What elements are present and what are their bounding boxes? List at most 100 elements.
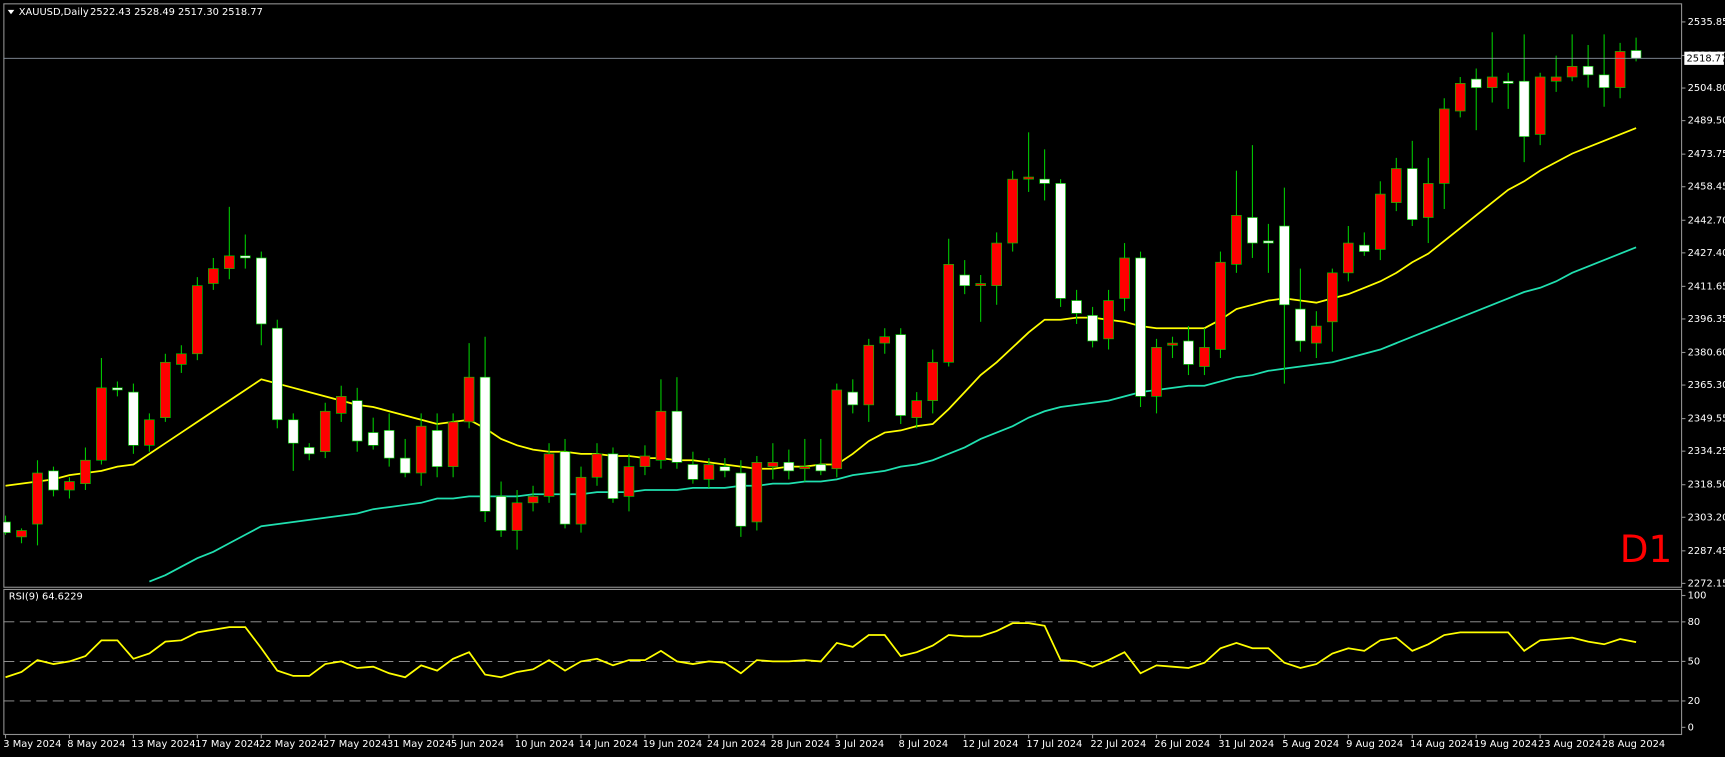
candle-body	[1167, 342, 1178, 346]
y-tick-label: 20	[1688, 696, 1701, 707]
x-tick-label: 8 Jul 2024	[899, 739, 949, 750]
y-tick-label: 2303.20	[1688, 512, 1725, 523]
moving-average	[149, 246, 1637, 583]
candle-body	[1375, 193, 1386, 250]
candle-body	[1486, 76, 1498, 88]
candle-body	[208, 268, 219, 284]
y-tick-label: 2427.40	[1688, 248, 1725, 259]
candle-body	[911, 400, 922, 418]
candle-body	[847, 391, 859, 406]
candle-body	[144, 419, 155, 446]
x-tick-label: 31 Jul 2024	[1218, 739, 1274, 750]
candle-body	[256, 257, 267, 325]
candle-body	[959, 274, 970, 286]
y-tick-label: 2396.35	[1688, 314, 1725, 325]
candle-body	[272, 327, 283, 421]
y-tick-label: 50	[1688, 656, 1701, 667]
rsi-line	[5, 622, 1637, 679]
candle-body	[575, 476, 587, 525]
candle-body	[1422, 183, 1434, 218]
candle-body	[160, 361, 171, 418]
candle-body	[1438, 108, 1450, 184]
candle-body	[1343, 242, 1354, 274]
x-tick-label: 26 Jul 2024	[1154, 739, 1210, 750]
candle-body	[1071, 300, 1082, 314]
candle-body	[1327, 272, 1338, 323]
candle-body	[591, 453, 603, 478]
candle-body	[319, 410, 331, 453]
candle-body	[815, 464, 827, 472]
x-tick-label: 9 Aug 2024	[1346, 739, 1403, 750]
x-tick-label: 3 Jul 2024	[835, 739, 885, 750]
candle-body	[1502, 80, 1514, 84]
candle-body	[735, 472, 747, 527]
candle-body	[687, 464, 699, 480]
candle-body	[351, 400, 363, 442]
x-tick-label: 31 May 2024	[387, 739, 451, 750]
x-tick-label: 17 Jul 2024	[1026, 739, 1082, 750]
timeframe-label: D1	[1620, 527, 1673, 571]
x-tick-label: 8 May 2024	[67, 739, 125, 750]
candle-body	[1311, 325, 1322, 344]
candle-body	[1582, 65, 1594, 76]
candle-body	[1103, 300, 1114, 340]
candle-body	[927, 361, 938, 401]
candle-body	[639, 455, 651, 467]
candle-body	[495, 496, 507, 531]
candle-body	[975, 283, 986, 286]
candle-body	[831, 389, 843, 470]
candle-body	[1231, 215, 1242, 265]
candle-body	[559, 451, 571, 525]
candle-body	[863, 344, 875, 406]
candle-body	[447, 421, 459, 467]
candle-body	[192, 285, 203, 355]
candle-body	[383, 430, 395, 459]
y-tick-label: 2535.85	[1688, 17, 1725, 28]
axes: 2535.852520.102504.802489.502473.752458.…	[3, 17, 1725, 750]
x-tick-label: 14 Aug 2024	[1410, 739, 1473, 750]
candle-body	[799, 466, 811, 470]
candle-body	[1598, 74, 1610, 88]
y-tick-label: 2318.50	[1688, 480, 1725, 491]
candle-body	[112, 387, 123, 391]
candle-body	[1534, 76, 1546, 135]
candle-body	[543, 453, 555, 497]
candle-body	[1518, 80, 1530, 137]
candle-body	[1454, 83, 1466, 112]
price-label-box	[1684, 51, 1724, 65]
candle-body	[1039, 178, 1050, 184]
candle-body	[399, 457, 411, 474]
candle-body	[335, 396, 347, 414]
ohlc-header: 2522.43 2528.49 2517.30 2518.77	[90, 7, 263, 18]
x-tick-label: 19 Aug 2024	[1474, 739, 1537, 750]
candle-body	[287, 419, 299, 444]
candle-body	[1023, 176, 1034, 180]
x-tick-label: 13 May 2024	[131, 739, 195, 750]
x-tick-label: 17 May 2024	[195, 739, 259, 750]
x-tick-label: 28 Aug 2024	[1602, 739, 1665, 750]
x-tick-label: 12 Jul 2024	[962, 739, 1018, 750]
candle-body	[367, 432, 379, 446]
rsi-title: RSI(9) 64.6229	[9, 592, 83, 603]
candle-body	[655, 410, 667, 461]
candle-body	[1007, 178, 1018, 244]
y-tick-label: 2489.50	[1688, 116, 1725, 127]
candle-body	[1391, 168, 1402, 203]
y-tick-label: 2411.65	[1688, 281, 1725, 292]
y-tick-label: 2334.25	[1688, 446, 1725, 457]
candle-body	[783, 462, 795, 472]
candle-body	[623, 466, 635, 497]
candle-body	[1215, 261, 1226, 350]
candle-body	[128, 391, 139, 446]
candle-body	[431, 430, 443, 467]
candle-body	[80, 459, 91, 484]
candle-body	[1183, 340, 1194, 365]
candle-body	[943, 264, 954, 363]
y-tick-label: 2365.30	[1688, 380, 1725, 391]
candle-body	[3, 521, 11, 533]
y-tick-label: 0	[1688, 722, 1694, 733]
menu-arrow	[7, 9, 15, 15]
candle-body	[1359, 244, 1370, 252]
